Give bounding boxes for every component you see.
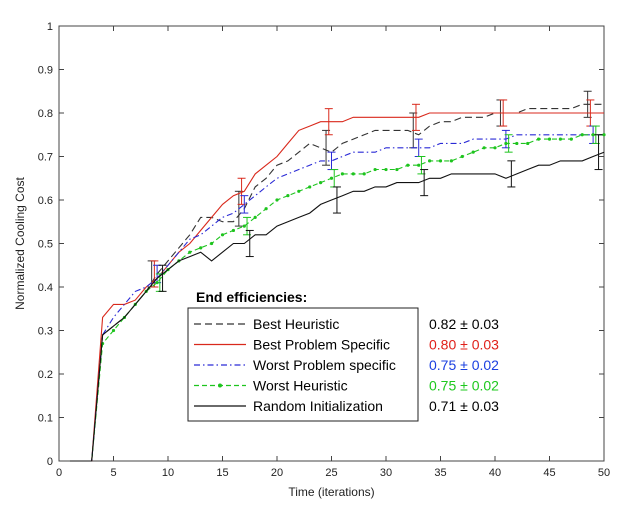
y-tick-label: 0.2 bbox=[38, 369, 53, 381]
series-layer bbox=[69, 90, 606, 462]
series-random-initialization bbox=[69, 134, 605, 462]
y-tick-label: 0.5 bbox=[38, 239, 53, 251]
data-point-worst-heuristic bbox=[264, 207, 268, 211]
y-axis-label: Normalized Cooling Cost bbox=[13, 176, 27, 309]
data-point-worst-heuristic bbox=[515, 141, 519, 146]
data-point-worst-heuristic bbox=[210, 241, 214, 246]
y-tick-label: 0.3 bbox=[38, 326, 53, 338]
x-tick-label: 0 bbox=[56, 467, 62, 479]
legend-label-worst-heuristic: Worst Heuristic bbox=[253, 378, 348, 394]
data-point-worst-heuristic bbox=[428, 159, 432, 163]
y-tick-label: 0.8 bbox=[38, 108, 53, 120]
data-point-worst-heuristic bbox=[482, 146, 486, 150]
x-tick-label: 25 bbox=[325, 467, 337, 479]
data-point-worst-heuristic bbox=[188, 250, 192, 254]
x-tick-label: 45 bbox=[543, 467, 555, 479]
data-point-worst-heuristic bbox=[460, 154, 464, 159]
legend-label-best-problem-specific: Best Problem Specific bbox=[253, 337, 390, 353]
y-tick-label: 0.9 bbox=[38, 65, 53, 77]
legend-label-worst-problem-specific: Worst Problem specific bbox=[253, 357, 396, 373]
data-point-worst-heuristic bbox=[253, 215, 257, 219]
data-point-worst-heuristic bbox=[471, 150, 475, 154]
y-tick-label: 0.6 bbox=[38, 195, 53, 207]
y-tick-label: 0.4 bbox=[38, 282, 53, 294]
data-point-worst-heuristic bbox=[111, 328, 116, 333]
data-point-worst-heuristic bbox=[231, 228, 235, 233]
data-point-worst-heuristic bbox=[340, 172, 344, 176]
x-tick-label: 10 bbox=[162, 467, 174, 479]
legend-value-best-problem-specific: 0.80 ± 0.03 bbox=[429, 337, 499, 353]
x-tick-label: 15 bbox=[216, 467, 228, 479]
series-line-worst-heuristic bbox=[69, 134, 604, 462]
data-point-worst-heuristic bbox=[449, 159, 453, 163]
data-point-worst-heuristic bbox=[384, 167, 388, 172]
x-tick-label: 20 bbox=[271, 467, 283, 479]
data-point-worst-heuristic bbox=[558, 137, 563, 141]
data-point-worst-heuristic bbox=[569, 137, 573, 141]
data-point-worst-heuristic bbox=[526, 141, 530, 146]
data-point-worst-heuristic bbox=[297, 189, 301, 193]
x-tick-label: 35 bbox=[434, 467, 446, 479]
x-tick-label: 40 bbox=[489, 467, 501, 479]
data-point-worst-heuristic bbox=[580, 133, 584, 137]
y-tick-label: 0.1 bbox=[38, 413, 53, 425]
x-axis-label: Time (iterations) bbox=[288, 485, 374, 499]
y-tick-label: 0 bbox=[47, 456, 53, 468]
legend-label-best-heuristic: Best Heuristic bbox=[253, 316, 339, 332]
data-point-worst-heuristic bbox=[362, 172, 366, 176]
data-point-worst-heuristic bbox=[308, 185, 312, 189]
data-point-worst-heuristic bbox=[395, 167, 399, 172]
data-point-worst-heuristic bbox=[406, 163, 410, 167]
data-point-worst-heuristic bbox=[329, 176, 334, 180]
axis-ticks: 0 5 10 15 20 25 30 35 40 45 50 0 0.1 0.2 0.3 0.4 0.5 0.6 0… bbox=[38, 21, 610, 479]
data-point-worst-heuristic bbox=[199, 246, 203, 250]
data-point-worst-heuristic bbox=[220, 233, 225, 237]
data-point-worst-heuristic bbox=[591, 133, 595, 137]
y-tick-label: 1 bbox=[47, 21, 53, 33]
legend-marker-worst-heuristic bbox=[218, 383, 222, 388]
legend-value-best-heuristic: 0.82 ± 0.03 bbox=[429, 316, 499, 332]
legend-label-random-initialization: Random Initialization bbox=[253, 398, 383, 414]
data-point-worst-heuristic bbox=[155, 281, 159, 285]
legend-value-random-initialization: 0.71 ± 0.03 bbox=[429, 398, 499, 414]
x-tick-label: 5 bbox=[110, 467, 116, 479]
x-tick-label: 30 bbox=[380, 467, 392, 479]
legend-title: End efficiencies: bbox=[196, 289, 307, 305]
data-point-worst-heuristic bbox=[275, 198, 279, 202]
y-tick-label: 0.7 bbox=[38, 152, 53, 164]
legend-value-worst-heuristic: 0.75 ± 0.02 bbox=[429, 378, 499, 394]
data-point-worst-heuristic bbox=[547, 137, 552, 141]
data-point-worst-heuristic bbox=[319, 181, 323, 185]
series-line-worst-problem-specific bbox=[69, 134, 604, 462]
legend-value-worst-problem-specific: 0.75 ± 0.02 bbox=[429, 357, 499, 373]
data-point-worst-heuristic bbox=[602, 133, 606, 137]
data-point-worst-heuristic bbox=[351, 172, 355, 176]
x-tick-label: 50 bbox=[598, 467, 610, 479]
data-point-worst-heuristic bbox=[286, 194, 290, 198]
data-point-worst-heuristic bbox=[438, 159, 443, 163]
legend: Best Heuristic 0.82 ± 0.03 Best Problem Sp… bbox=[187, 307, 499, 422]
data-point-worst-heuristic bbox=[504, 141, 508, 146]
data-point-worst-heuristic bbox=[537, 137, 541, 141]
data-point-worst-heuristic bbox=[242, 224, 246, 228]
data-point-worst-heuristic bbox=[373, 167, 377, 172]
data-point-worst-heuristic bbox=[417, 163, 421, 167]
data-point-worst-heuristic bbox=[493, 146, 497, 150]
